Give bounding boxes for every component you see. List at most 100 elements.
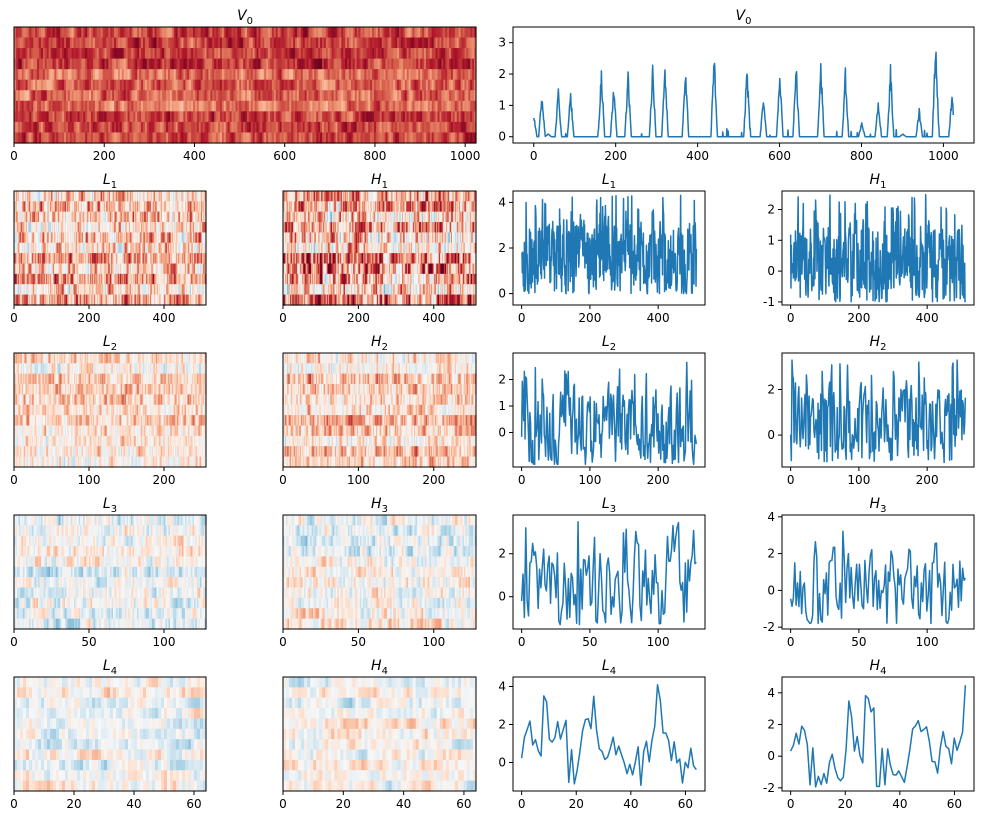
v0-heatmap-cell — [62, 27, 65, 39]
v0-heatmap-cell — [137, 48, 140, 60]
v0-heatmap-cell — [239, 58, 242, 70]
v0-heatmap-cell — [67, 58, 71, 70]
v0-heatmap-cell — [352, 27, 356, 39]
v0-heatmap-cell — [79, 69, 82, 81]
v0-heatmap-cell — [373, 90, 377, 102]
v0-heatmap-cell — [360, 48, 364, 60]
v0-heatmap-cell — [304, 48, 308, 60]
v0-heatmap-cell — [14, 100, 17, 112]
v0-heatmap-cell — [354, 90, 358, 102]
v0-line-xtick-label: 1000 — [928, 149, 959, 163]
v0-heatmap-cell — [279, 100, 283, 112]
v0-heatmap-cell — [312, 58, 315, 70]
v0-heatmap-cell — [375, 69, 379, 81]
v0-heatmap-cell — [410, 48, 414, 60]
v0-heatmap-cell — [152, 27, 156, 39]
v0-heatmap-cell — [347, 100, 350, 112]
v0-heatmap-cell — [368, 100, 371, 112]
v0-heatmap-cell — [308, 69, 312, 81]
v0-heatmap-cell — [404, 58, 408, 70]
v0-heatmap-cell — [400, 48, 404, 60]
v0-heatmap-cell — [450, 58, 454, 70]
v0-heatmap-cell — [89, 69, 92, 81]
v0-heatmap-cell — [329, 27, 333, 39]
v0-heatmap-cell — [356, 100, 360, 112]
v0-heatmap-cell — [250, 111, 254, 123]
v0-heatmap-cell — [422, 58, 425, 70]
v0-heatmap-cell — [431, 37, 435, 49]
v0-heatmap-cell — [427, 69, 431, 81]
v0-heatmap-cell — [117, 79, 121, 91]
v0-heatmap-cell — [466, 37, 469, 49]
v0-heatmap-cell — [92, 69, 96, 81]
v0-heatmap-cell — [296, 48, 300, 60]
v0-heatmap-cell — [312, 79, 315, 91]
v0-heatmap-cell — [422, 27, 425, 39]
v0-heatmap-cell — [466, 27, 469, 39]
v0-heatmap-cell — [223, 79, 227, 91]
v0-heatmap-cell — [17, 111, 21, 123]
v0-heatmap-cell — [262, 69, 265, 81]
v0-heatmap-cell — [202, 90, 206, 102]
v0-heatmap-cell — [441, 90, 444, 102]
v0-heatmap-cell — [387, 27, 390, 39]
v0-heatmap-cell — [254, 37, 258, 49]
v0-heatmap-cell — [15, 69, 19, 81]
v0-heatmap-cell — [119, 79, 123, 91]
v0-heatmap-cell — [304, 58, 308, 70]
v0-heatmap-cell — [48, 58, 52, 70]
v0-heatmap-cell — [424, 90, 427, 102]
v0-heatmap-cell — [23, 37, 27, 49]
v0-heatmap-cell — [420, 48, 423, 60]
v0-heatmap-cell — [164, 79, 167, 91]
v0-heatmap-cell — [312, 27, 315, 39]
v0-heatmap-cell — [233, 79, 236, 91]
v0-heatmap-cell — [158, 111, 161, 123]
v0-heatmap-cell — [447, 100, 450, 112]
v0-heatmap-cell — [121, 58, 125, 70]
v0-heatmap-cell — [223, 90, 227, 102]
v0-heatmap-cell — [216, 58, 219, 70]
v0-heatmap-cell — [216, 111, 219, 123]
v0-heatmap-cell — [362, 100, 365, 112]
v0-heatmap-cell — [333, 90, 337, 102]
v0-heatmap-cell — [250, 90, 254, 102]
v0-heatmap-cell — [293, 79, 296, 91]
v0-heatmap-cell — [412, 37, 415, 49]
v0-heatmap-cell — [89, 27, 92, 39]
v0-heatmap-cell — [331, 90, 335, 102]
v0-heatmap-cell — [219, 111, 223, 123]
v0-heatmap-cell — [439, 37, 442, 49]
v0-heatmap-cell — [160, 27, 163, 39]
v0-heatmap-cell — [320, 37, 323, 49]
v0-heatmap-cell — [33, 111, 36, 123]
v0-heatmap-cell — [146, 58, 150, 70]
v0-heatmap-cell — [308, 79, 312, 91]
v0-heatmap-cell — [273, 69, 277, 81]
v0-heatmap-cell — [416, 111, 419, 123]
v0-heatmap-cell — [316, 58, 319, 70]
v0-heatmap-cell — [225, 27, 229, 39]
v0-heatmap-cell — [389, 48, 392, 60]
v0-heatmap-cell — [131, 79, 134, 91]
v0-heatmap-cell — [277, 90, 281, 102]
v0-heatmap-cell — [285, 37, 288, 49]
v0-heatmap-cell — [231, 37, 235, 49]
v0-heatmap-cell — [291, 58, 294, 70]
v0-heatmap-cell — [62, 100, 65, 112]
v0-heatmap-cell — [81, 69, 84, 81]
v0-heatmap-cell — [156, 69, 159, 81]
v0-heatmap-cell — [302, 111, 306, 123]
v0-heatmap-cell — [129, 27, 133, 39]
v0-heatmap-cell — [460, 69, 464, 81]
v0-heatmap-cell — [119, 58, 123, 70]
v0-heatmap-cell — [285, 79, 288, 91]
v0-heatmap-cell — [214, 79, 217, 91]
v0-heatmap-cell — [85, 111, 88, 123]
v0-heatmap-cell — [148, 79, 152, 91]
v0-heatmap-cell — [171, 37, 175, 49]
v0-heatmap-cell — [345, 37, 348, 49]
v0-heatmap-cell — [160, 100, 163, 112]
v0-heatmap-cell — [270, 100, 273, 112]
v0-heatmap-cell — [391, 69, 394, 81]
